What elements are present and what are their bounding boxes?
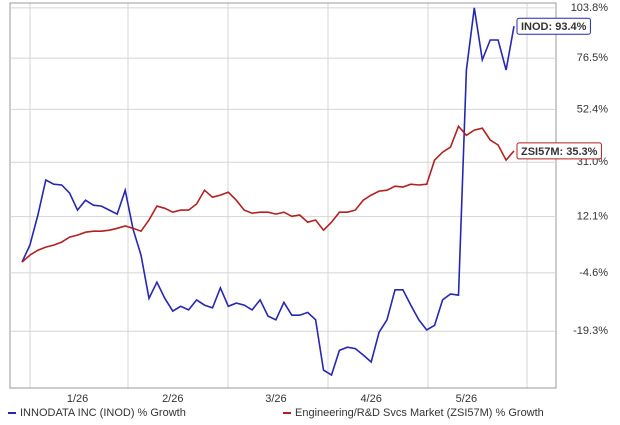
end-label-box — [516, 17, 591, 35]
x-tick-label: 5/26 — [456, 393, 477, 405]
x-tick-label: 3/26 — [265, 393, 286, 405]
series-line — [21, 124, 515, 263]
y-tick-label: 76.5% — [577, 52, 608, 64]
month-grid — [29, 3, 528, 388]
x-tick-label: 4/26 — [360, 393, 381, 405]
x-tick-label: 2/26 — [162, 393, 183, 405]
y-tick-label: 12.1% — [577, 210, 608, 222]
end-label-box — [516, 142, 602, 160]
end-label: INOD: 93.4% — [521, 21, 587, 33]
legend-label: Engineering/R&D Svcs Market (ZSI57M) % G… — [295, 407, 544, 419]
x-tick-label: 1/26 — [67, 393, 88, 405]
y-tick-label: -4.6% — [579, 267, 608, 279]
end-label: ZSI57M: 35.3% — [521, 146, 598, 158]
legend-label: INNODATA INC (INOD) % Growth — [20, 407, 186, 419]
plot-frame — [9, 2, 557, 389]
y-tick-label: -19.3% — [573, 325, 608, 337]
series-line — [21, 7, 515, 377]
y-tick-label: 103.8% — [571, 2, 609, 14]
y-tick-label: 52.4% — [577, 103, 608, 115]
